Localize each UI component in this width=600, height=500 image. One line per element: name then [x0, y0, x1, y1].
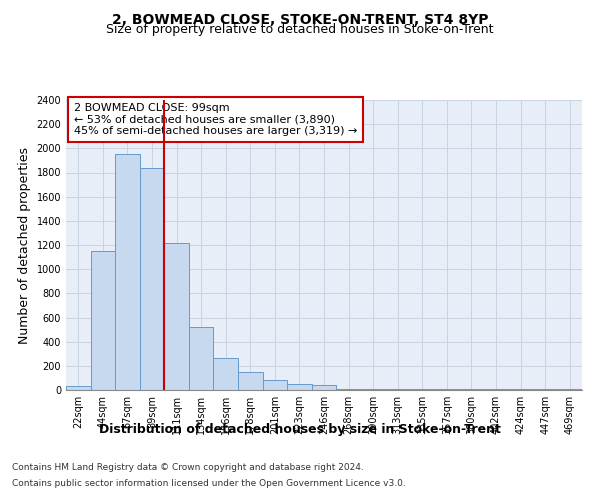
- Text: Distribution of detached houses by size in Stoke-on-Trent: Distribution of detached houses by size …: [99, 422, 501, 436]
- Text: Contains HM Land Registry data © Crown copyright and database right 2024.: Contains HM Land Registry data © Crown c…: [12, 464, 364, 472]
- Bar: [91, 251, 115, 390]
- Bar: [189, 327, 214, 390]
- Bar: [287, 384, 312, 390]
- Bar: [214, 358, 238, 390]
- Bar: [164, 242, 189, 390]
- Bar: [115, 154, 140, 390]
- Bar: [66, 386, 91, 390]
- Bar: [312, 385, 336, 390]
- Bar: [238, 372, 263, 390]
- Bar: [263, 380, 287, 390]
- Y-axis label: Number of detached properties: Number of detached properties: [18, 146, 31, 344]
- Text: 2, BOWMEAD CLOSE, STOKE-ON-TRENT, ST4 8YP: 2, BOWMEAD CLOSE, STOKE-ON-TRENT, ST4 8Y…: [112, 12, 488, 26]
- Text: 2 BOWMEAD CLOSE: 99sqm
← 53% of detached houses are smaller (3,890)
45% of semi-: 2 BOWMEAD CLOSE: 99sqm ← 53% of detached…: [74, 103, 357, 136]
- Bar: [140, 168, 164, 390]
- Text: Contains public sector information licensed under the Open Government Licence v3: Contains public sector information licen…: [12, 478, 406, 488]
- Text: Size of property relative to detached houses in Stoke-on-Trent: Size of property relative to detached ho…: [106, 22, 494, 36]
